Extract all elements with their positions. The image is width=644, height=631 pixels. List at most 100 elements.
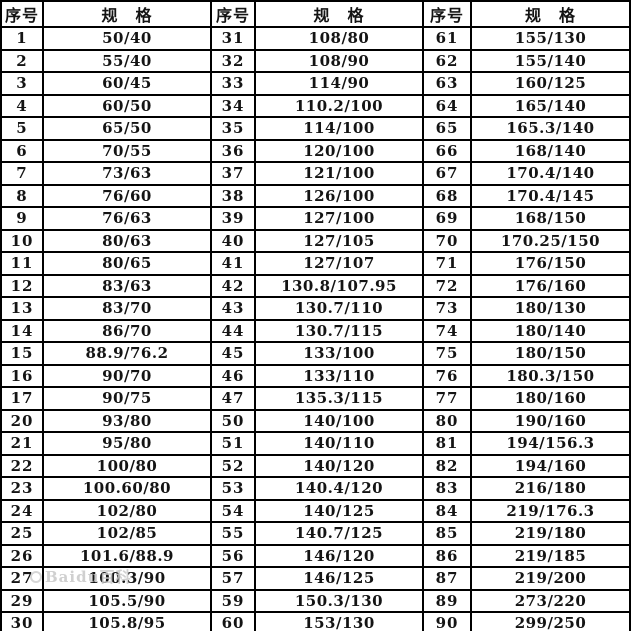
spec-cell: 60/50 [42, 93, 212, 118]
spec-cell: 80/63 [42, 228, 212, 253]
spec-cell: 95/80 [42, 431, 212, 456]
spec-cell: 102/80 [42, 498, 212, 523]
serial-cell: 13 [0, 296, 44, 321]
table-row: 15 88.9/76.2 45 133/100 75 180/150 [0, 341, 631, 366]
serial-cell: 77 [422, 386, 472, 411]
serial-cell: 46 [210, 363, 256, 388]
serial-cell: 82 [422, 453, 472, 478]
spec-cell: 88.9/76.2 [42, 341, 212, 366]
serial-cell: 3 [0, 71, 44, 96]
serial-cell: 9 [0, 206, 44, 231]
spec-cell: 121/100 [254, 161, 424, 186]
serial-cell: 17 [0, 386, 44, 411]
spec-cell: 219/176.3 [470, 498, 631, 523]
serial-cell: 22 [0, 453, 44, 478]
spec-cell: 170.4/145 [470, 183, 631, 208]
spec-cell: 168/140 [470, 138, 631, 163]
header-row: 序号 规 格 序号 规 格 序号 规 格 [0, 0, 631, 28]
spec-cell: 130.8/107.95 [254, 273, 424, 298]
table-row: 4 60/50 34 110.2/100 64 165/140 [0, 93, 631, 118]
spec-cell: 160/125 [470, 71, 631, 96]
serial-cell: 53 [210, 476, 256, 501]
serial-cell: 69 [422, 206, 472, 231]
serial-cell: 27 [0, 566, 44, 591]
spec-cell: 140/120 [254, 453, 424, 478]
serial-cell: 55 [210, 521, 256, 546]
serial-cell: 6 [0, 138, 44, 163]
table-row: 26 101.6/88.9 56 146/120 86 219/185 [0, 543, 631, 568]
spec-cell: 180/160 [470, 386, 631, 411]
spec-cell: 102/85 [42, 521, 212, 546]
table-row: 20 93/80 50 140/100 80 190/160 [0, 408, 631, 433]
table-row: 13 83/70 43 130.7/110 73 180/130 [0, 296, 631, 321]
spec-cell: 100/80 [42, 453, 212, 478]
serial-cell: 1 [0, 26, 44, 51]
table-row: 21 95/80 51 140/110 81 194/156.3 [0, 431, 631, 456]
spec-cell: 180/140 [470, 318, 631, 343]
spec-header-3: 规 格 [470, 0, 631, 28]
serial-header-1: 序号 [0, 0, 44, 28]
serial-cell: 61 [422, 26, 472, 51]
serial-cell: 90 [422, 611, 472, 631]
spec-header-1: 规 格 [42, 0, 212, 28]
table-row: 7 73/63 37 121/100 67 170.4/140 [0, 161, 631, 186]
serial-cell: 70 [422, 228, 472, 253]
serial-cell: 4 [0, 93, 44, 118]
serial-cell: 7 [0, 161, 44, 186]
serial-cell: 40 [210, 228, 256, 253]
specification-table: 序号 规 格 序号 规 格 序号 规 格 1 50/40 31 108/80 61 155… [0, 0, 631, 631]
serial-cell: 80 [422, 408, 472, 433]
table-row: 1 50/40 31 108/80 61 155/130 [0, 26, 631, 51]
spec-cell: 100.60/80 [42, 476, 212, 501]
serial-cell: 45 [210, 341, 256, 366]
serial-cell: 74 [422, 318, 472, 343]
spec-cell: 219/185 [470, 543, 631, 568]
table-row: 11 80/65 41 127/107 71 176/150 [0, 251, 631, 276]
spec-cell: 219/200 [470, 566, 631, 591]
table-row: 27 100.3/90 57 146/125 87 219/200 [0, 566, 631, 591]
serial-cell: 11 [0, 251, 44, 276]
spec-cell: 114/100 [254, 116, 424, 141]
table-row: 12 83/63 42 130.8/107.95 72 176/160 [0, 273, 631, 298]
spec-cell: 133/110 [254, 363, 424, 388]
spec-cell: 176/150 [470, 251, 631, 276]
serial-cell: 20 [0, 408, 44, 433]
serial-cell: 57 [210, 566, 256, 591]
spec-cell: 140.4/120 [254, 476, 424, 501]
spec-cell: 76/63 [42, 206, 212, 231]
spec-cell: 194/156.3 [470, 431, 631, 456]
serial-cell: 43 [210, 296, 256, 321]
spec-cell: 130.7/115 [254, 318, 424, 343]
spec-cell: 65/50 [42, 116, 212, 141]
serial-cell: 51 [210, 431, 256, 456]
spec-cell: 150.3/130 [254, 588, 424, 613]
serial-cell: 29 [0, 588, 44, 613]
table-row: 24 102/80 54 140/125 84 219/176.3 [0, 498, 631, 523]
serial-cell: 63 [422, 71, 472, 96]
spec-cell: 105.8/95 [42, 611, 212, 631]
serial-cell: 71 [422, 251, 472, 276]
spec-cell: 110.2/100 [254, 93, 424, 118]
spec-cell: 219/180 [470, 521, 631, 546]
serial-cell: 10 [0, 228, 44, 253]
serial-cell: 64 [422, 93, 472, 118]
spec-cell: 93/80 [42, 408, 212, 433]
serial-cell: 14 [0, 318, 44, 343]
serial-cell: 87 [422, 566, 472, 591]
spec-cell: 127/105 [254, 228, 424, 253]
table-header: 序号 规 格 序号 规 格 序号 规 格 [0, 0, 631, 28]
serial-cell: 83 [422, 476, 472, 501]
spec-cell: 127/107 [254, 251, 424, 276]
spec-cell: 140/100 [254, 408, 424, 433]
serial-cell: 54 [210, 498, 256, 523]
serial-cell: 89 [422, 588, 472, 613]
spec-cell: 190/160 [470, 408, 631, 433]
table-row: 9 76/63 39 127/100 69 168/150 [0, 206, 631, 231]
spec-cell: 108/80 [254, 26, 424, 51]
spec-cell: 114/90 [254, 71, 424, 96]
serial-cell: 39 [210, 206, 256, 231]
serial-cell: 35 [210, 116, 256, 141]
spec-cell: 50/40 [42, 26, 212, 51]
spec-cell: 153/130 [254, 611, 424, 631]
